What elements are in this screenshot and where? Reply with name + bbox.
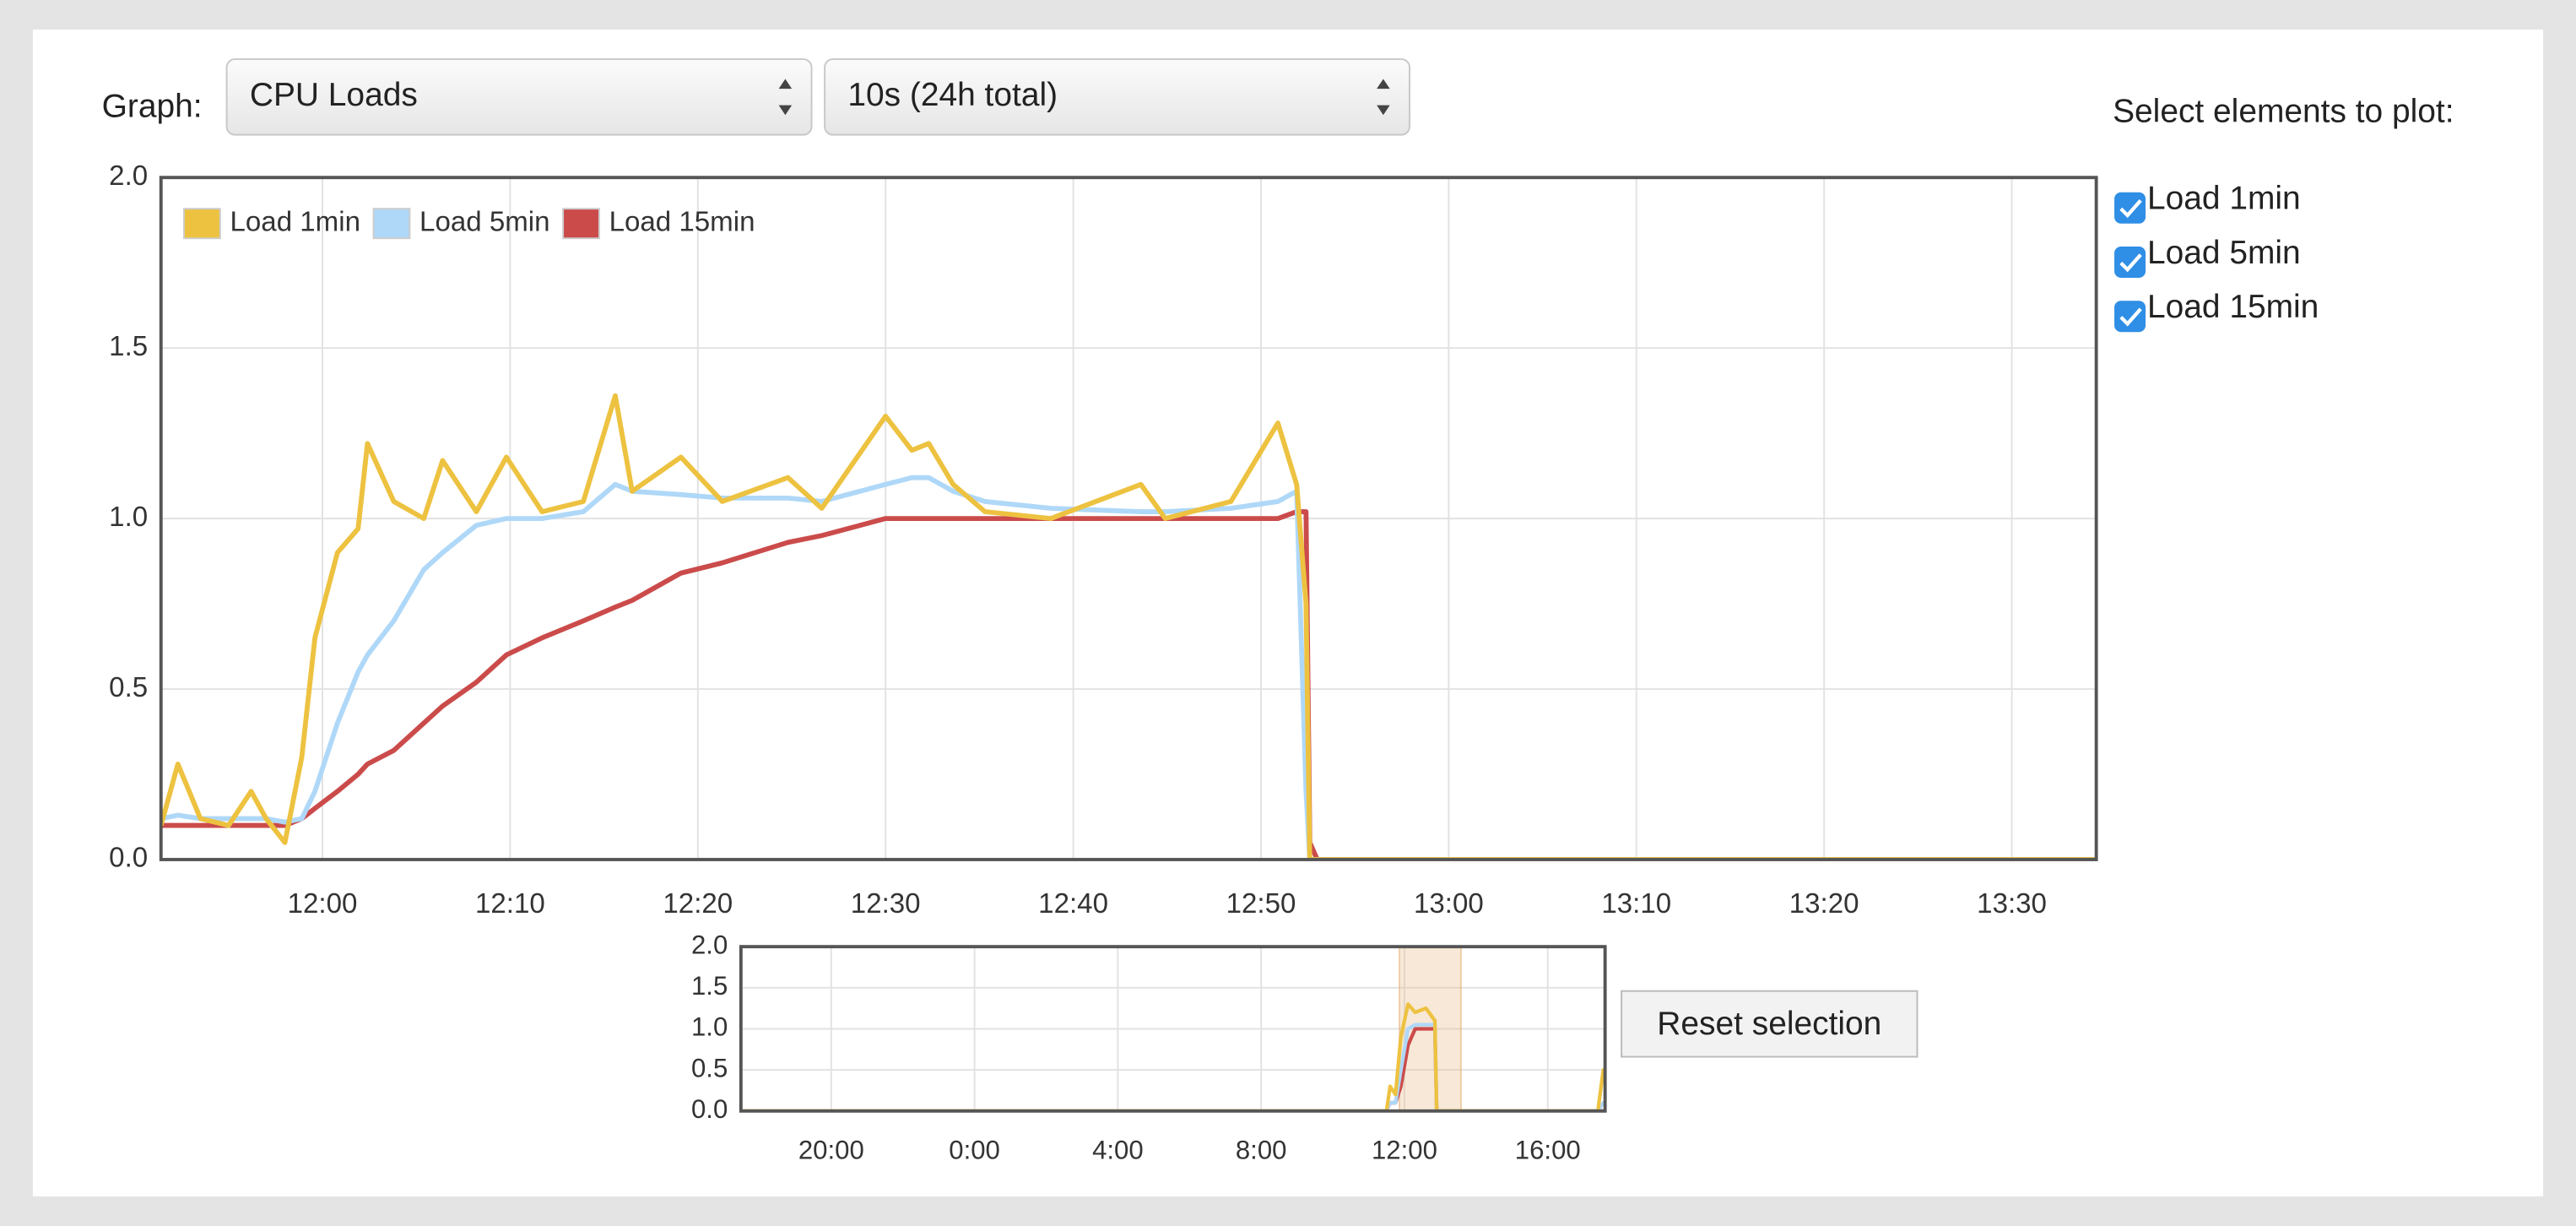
x-tick-label: 0:00 — [949, 1136, 1000, 1165]
select-value[interactable]: 10s (24h total) — [847, 77, 1058, 113]
legend-label: Load 15min — [609, 206, 755, 237]
y-tick-label: 1.0 — [109, 502, 148, 533]
button-label[interactable]: Reset selection — [1657, 1006, 1881, 1042]
y-tick-label: 2.0 — [691, 930, 728, 959]
graph-label: Graph: — [102, 89, 203, 125]
select-arrow — [778, 79, 793, 116]
x-tick-label: 12:30 — [851, 888, 921, 920]
checkmark — [2119, 307, 2142, 327]
panel — [32, 30, 2544, 1197]
select-value[interactable]: CPU Loads — [250, 77, 418, 113]
y-tick-label: 2.0 — [109, 160, 148, 192]
series-line — [740, 1023, 1605, 1111]
legend-swatch — [183, 208, 221, 240]
x-tick-label: 13:30 — [1977, 888, 2047, 920]
legend: Load 1min Load 5min Load 15min — [183, 206, 755, 240]
x-tick-label: 4:00 — [1092, 1136, 1144, 1165]
button-box[interactable] — [1621, 990, 1918, 1058]
graph-select[interactable]: CPU Loads — [225, 58, 813, 136]
checkbox-label[interactable]: Load 5min — [2147, 235, 2301, 271]
x-tick-label: 12:00 — [288, 888, 358, 920]
legend-swatch — [562, 208, 600, 240]
reset-button[interactable]: Reset selection — [1621, 990, 1918, 1058]
y-tick-label: 0.5 — [691, 1053, 728, 1082]
y-tick-label: 1.0 — [691, 1012, 728, 1042]
legend-label: Load 1min — [230, 206, 360, 237]
x-tick-label: 16:00 — [1515, 1136, 1581, 1165]
y-tick-label: 0.0 — [691, 1094, 728, 1124]
plot-frame — [739, 945, 1607, 1113]
chart: 0.0 0.5 1.0 1.5 2.0 20:00 0:00 4:00 8:00 12:00 16:… — [691, 930, 1607, 1165]
x-tick-label: 13:20 — [1789, 888, 1859, 920]
x-tick-label: 20:00 — [798, 1136, 864, 1165]
checkmark — [2119, 253, 2142, 273]
y-tick-label: 1.5 — [691, 971, 728, 1001]
select-arrow — [1377, 79, 1390, 116]
series-line — [160, 393, 2097, 860]
plot-frame — [159, 176, 2098, 861]
checkbox[interactable] — [2114, 301, 2146, 333]
select-box[interactable] — [225, 58, 813, 136]
y-tick-label: 1.5 — [109, 331, 148, 362]
y-tick-label: 0.5 — [109, 672, 148, 703]
plot-heading: Select elements to plot: — [2113, 94, 2454, 130]
series-line — [740, 1002, 1605, 1111]
select-box[interactable] — [824, 58, 1411, 136]
checkbox-label[interactable]: Load 15min — [2147, 289, 2319, 325]
chart: 0.0 0.5 1.0 1.5 2.0 12:00 12:10 12:20 12:30 12:40… — [109, 160, 2098, 920]
x-tick-label: 8:00 — [1236, 1136, 1287, 1165]
x-tick-label: 12:40 — [1038, 888, 1108, 920]
checkmark — [2119, 199, 2142, 219]
checkbox-list: Load 1min Load 5min Load 15min — [2114, 181, 2319, 333]
checkbox-label[interactable]: Load 1min — [2147, 181, 2301, 217]
x-tick-label: 12:10 — [475, 888, 545, 920]
x-tick-label: 13:00 — [1414, 888, 1484, 920]
interval-select[interactable]: 10s (24h total) — [824, 58, 1411, 136]
x-tick-label: 13:10 — [1601, 888, 1671, 920]
y-tick-label: 0.0 — [109, 843, 148, 874]
legend-label: Load 5min — [419, 206, 549, 237]
x-tick-label: 12:00 — [1372, 1136, 1437, 1165]
checkbox[interactable] — [2114, 192, 2146, 224]
legend-swatch — [372, 208, 411, 240]
checkbox[interactable] — [2114, 246, 2146, 278]
x-tick-label: 12:20 — [663, 888, 733, 920]
x-tick-label: 12:50 — [1226, 888, 1296, 920]
